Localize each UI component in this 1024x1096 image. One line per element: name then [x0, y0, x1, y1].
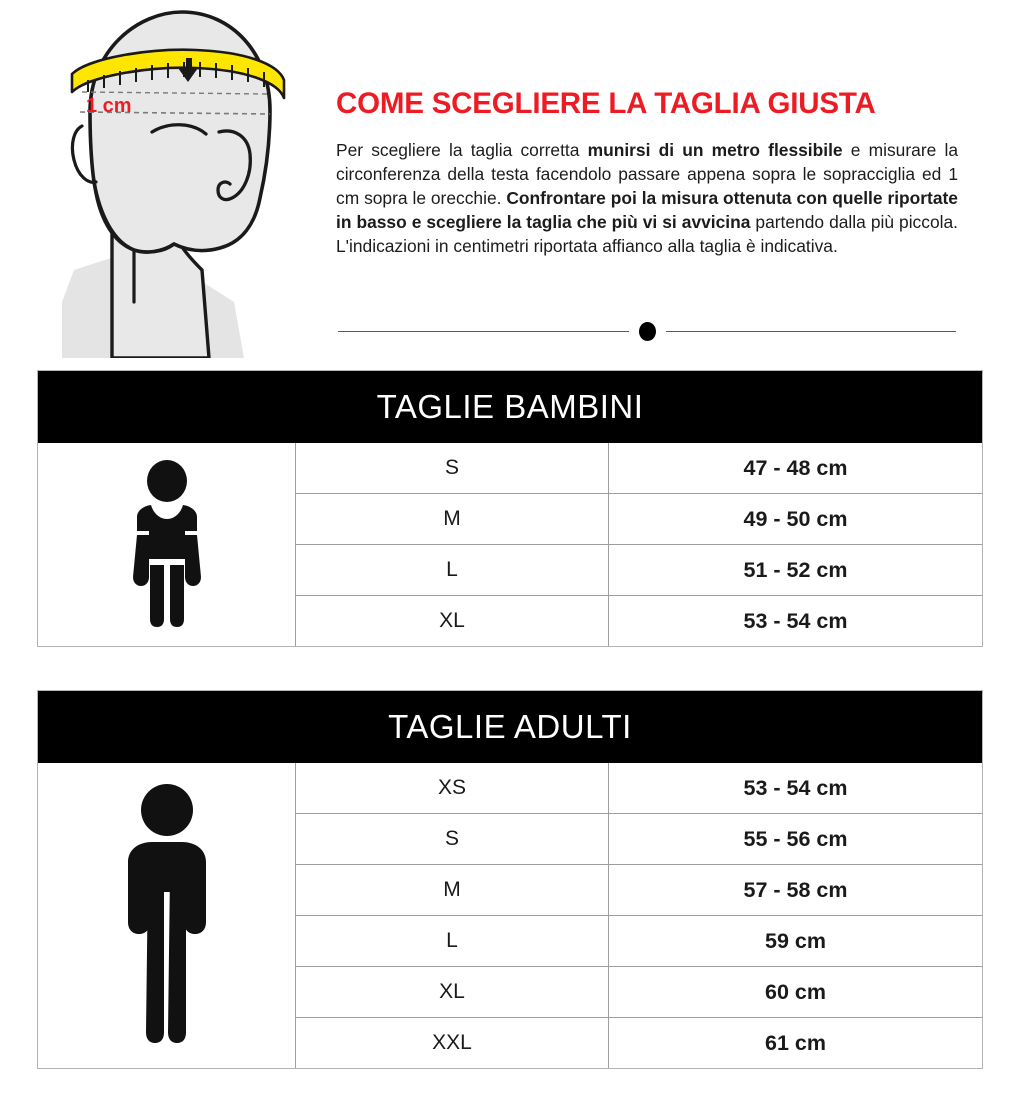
intro-text-5: partendo dalla più piccola. L'indicazion…: [336, 212, 958, 257]
size-label: S: [296, 443, 609, 493]
head-measurement-illustration: 1 cm: [34, 2, 324, 360]
size-measure: 60 cm: [765, 979, 826, 1004]
table-row: XL 60 cm: [296, 967, 982, 1018]
size-label: XS: [296, 763, 609, 813]
page-title: COME SCEGLIERE LA TAGLIA GIUSTA: [336, 87, 876, 120]
child-pictogram-cell: [38, 443, 296, 646]
size-measure: 59 cm: [765, 928, 826, 953]
table-row: XL 53 - 54 cm: [296, 596, 982, 646]
intro-text-block: COME SCEGLIERE LA TAGLIA GIUSTA Per sceg…: [336, 88, 958, 258]
measuring-tape: [70, 48, 286, 100]
size-table-bambini: TAGLIE BAMBINI S 47 - 48 cm: [37, 370, 983, 647]
size-label: XL: [296, 967, 609, 1017]
adult-pictogram-icon: [127, 783, 206, 1043]
size-measure: 53 - 54 cm: [743, 775, 848, 800]
size-measure: 49 - 50 cm: [743, 506, 848, 531]
divider-rule-left: [338, 330, 629, 332]
size-measure: 53 - 54 cm: [743, 608, 848, 633]
size-table-adulti: TAGLIE ADULTI XS 53 - 54 cm S: [37, 690, 983, 1069]
divider-dot-icon: [638, 321, 656, 341]
table-row: L 59 cm: [296, 916, 982, 967]
size-label: M: [296, 865, 609, 915]
size-label: L: [296, 545, 609, 595]
size-label: L: [296, 916, 609, 966]
table-header-bambini: TAGLIE BAMBINI: [38, 371, 982, 443]
table-header-adulti: TAGLIE ADULTI: [38, 691, 982, 763]
size-label: XXL: [296, 1018, 609, 1068]
size-measure: 61 cm: [765, 1030, 826, 1055]
table-row: S 55 - 56 cm: [296, 814, 982, 865]
size-label: XL: [296, 596, 609, 646]
table-row: S 47 - 48 cm: [296, 443, 982, 494]
size-rows-bambini: S 47 - 48 cm M 49 - 50 cm L 51 - 52 cm X…: [296, 443, 982, 646]
size-label: S: [296, 814, 609, 864]
intro-text-3: e misurare la circonferenza della testa …: [336, 139, 958, 209]
intro-text-1: Per scegliere la taglia corretta: [336, 139, 588, 160]
divider-rule-right: [665, 330, 956, 332]
adult-pictogram-cell: [38, 763, 296, 1068]
size-rows-adulti: XS 53 - 54 cm S 55 - 56 cm M 57 - 58 cm …: [296, 763, 982, 1068]
size-measure: 51 - 52 cm: [743, 557, 848, 582]
table-row: XS 53 - 54 cm: [296, 763, 982, 814]
intro-text-2-bold: munirsi di un metro flessibile: [587, 139, 843, 160]
intro-text-4-bold: Confrontare poi la misura ottenuta con q…: [336, 188, 958, 233]
table-row: M 49 - 50 cm: [296, 494, 982, 545]
table-row: L 51 - 52 cm: [296, 545, 982, 596]
size-measure: 57 - 58 cm: [743, 877, 848, 902]
dot-divider: [338, 320, 956, 342]
size-measure: 55 - 56 cm: [743, 826, 848, 851]
size-label: M: [296, 494, 609, 544]
intro-section: 1 cm COME SCEGLIERE LA TAGLIA GIUSTA Per…: [0, 0, 1024, 362]
table-row: M 57 - 58 cm: [296, 865, 982, 916]
size-measure: 47 - 48 cm: [743, 455, 848, 480]
intro-paragraph: Per scegliere la taglia corretta munirsi…: [336, 138, 958, 258]
table-row: XXL 61 cm: [296, 1018, 982, 1068]
child-pictogram-icon: [132, 459, 201, 627]
tape-label: 1 cm: [86, 95, 132, 117]
